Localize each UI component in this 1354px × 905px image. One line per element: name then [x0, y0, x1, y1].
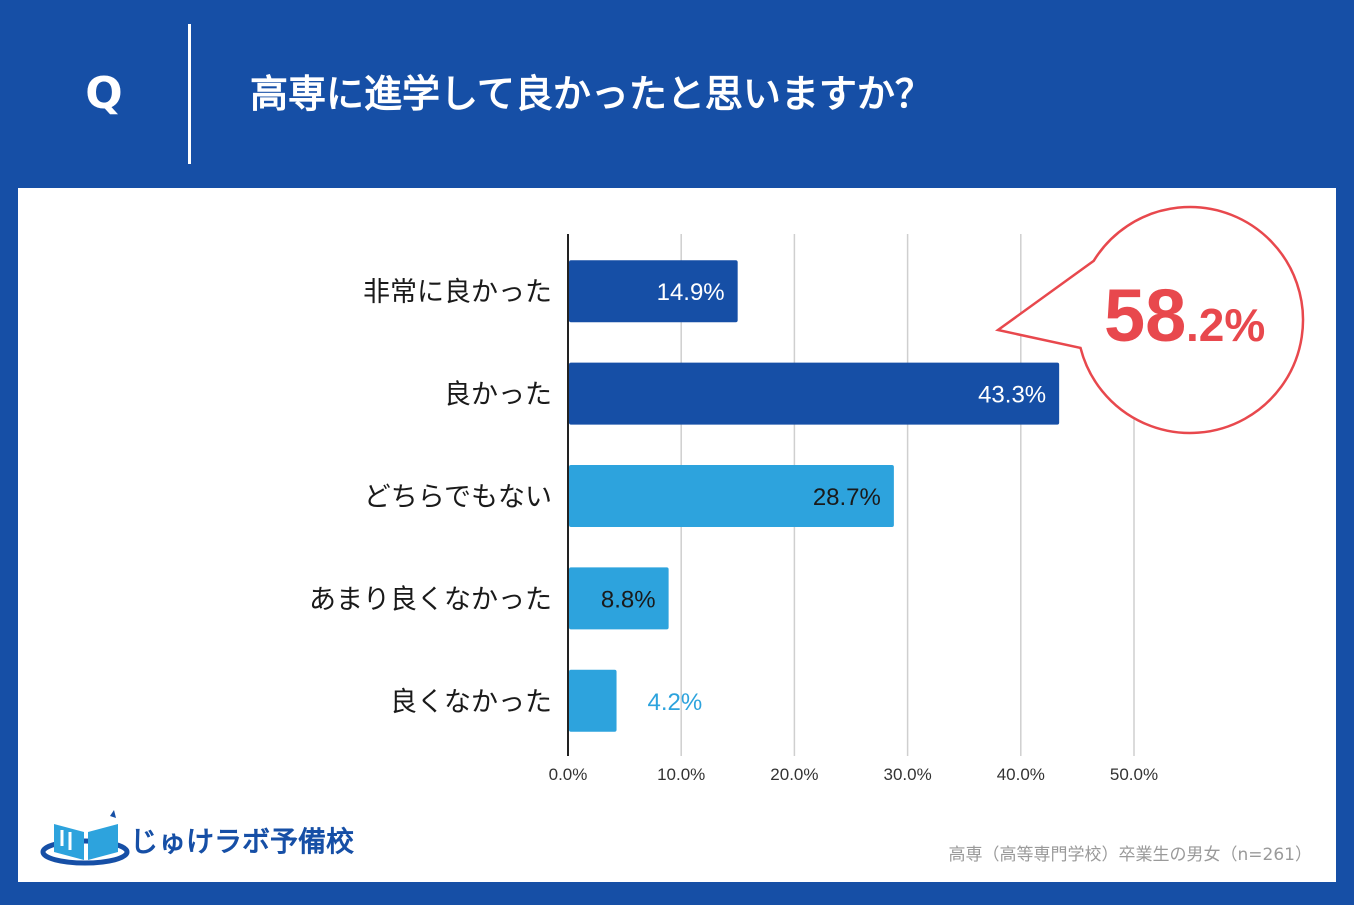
x-tick-label: 40.0% [997, 765, 1045, 784]
data-label: 8.8% [601, 586, 656, 613]
callout-number: 58 [1104, 274, 1186, 357]
callout-bubble [994, 205, 1305, 435]
data-label: 28.7% [813, 484, 881, 511]
header-divider [188, 24, 191, 164]
book-logo-icon [40, 810, 130, 866]
question-header: Q 高専に進学して良かったと思いますか？ [0, 0, 1354, 188]
data-label: 4.2% [648, 689, 703, 716]
q-label: Q [85, 68, 123, 119]
bar [569, 260, 738, 323]
data-label: 14.9% [657, 279, 725, 306]
bar [569, 465, 894, 527]
question-title: 高専に進学して良かったと思いますか？ [250, 72, 933, 116]
category-label: あまり良くなかった [309, 584, 552, 615]
brand-name: じゅけラボ予備校 [130, 825, 355, 858]
category-label: 非常に良かった [363, 277, 552, 308]
category-label: 良かった [444, 380, 552, 411]
data-label: 43.3% [978, 382, 1046, 409]
x-tick-label: 30.0% [883, 765, 931, 784]
bar [569, 362, 1060, 425]
x-tick-label: 20.0% [770, 765, 818, 784]
bar [569, 669, 617, 732]
category-label: どちらでもない [364, 482, 552, 513]
callout-decimal: .2% [1186, 299, 1265, 351]
x-tick-label: 0.0% [549, 765, 588, 784]
bar [569, 567, 669, 630]
sample-footnote: 高専（高等専門学校）卒業生の男女（n=261） [948, 845, 1312, 865]
x-tick-label: 50.0% [1110, 765, 1158, 784]
category-label: 良くなかった [390, 687, 552, 718]
x-tick-label: 10.0% [657, 765, 705, 784]
